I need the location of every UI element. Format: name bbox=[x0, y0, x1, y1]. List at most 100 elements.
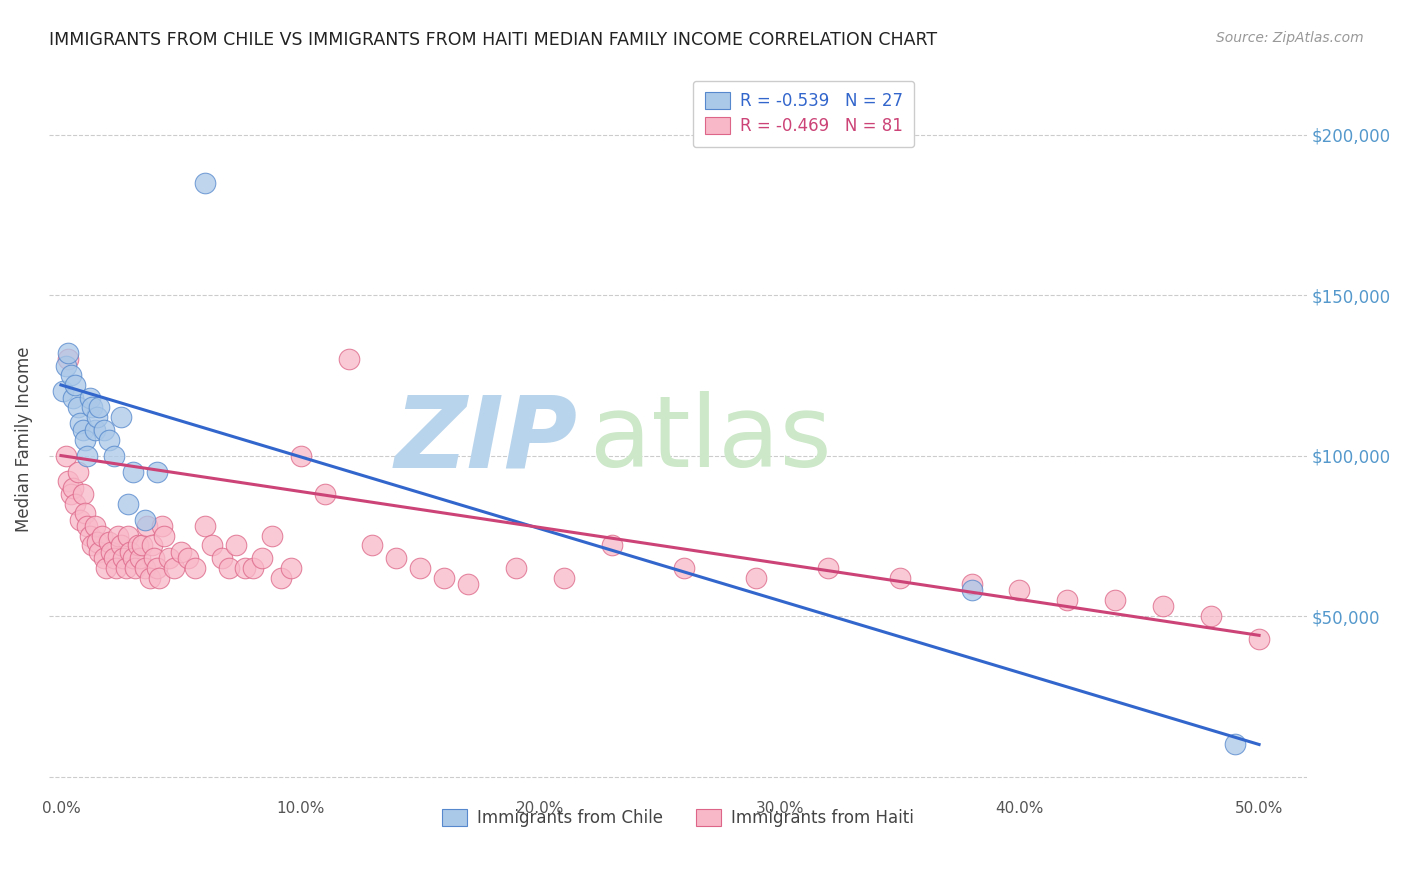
Point bbox=[65, 378, 87, 392]
Point bbox=[82, 401, 104, 415]
Point bbox=[55, 359, 77, 373]
Point bbox=[134, 513, 156, 527]
Point bbox=[153, 529, 176, 543]
Point bbox=[280, 561, 302, 575]
Point bbox=[55, 449, 77, 463]
Point bbox=[121, 551, 143, 566]
Point bbox=[83, 519, 105, 533]
Point bbox=[146, 465, 169, 479]
Point bbox=[138, 570, 160, 584]
Point bbox=[1249, 632, 1271, 646]
Y-axis label: Median Family Income: Median Family Income bbox=[15, 347, 32, 533]
Point bbox=[1056, 593, 1078, 607]
Point bbox=[361, 538, 384, 552]
Point bbox=[252, 551, 274, 566]
Point bbox=[314, 487, 336, 501]
Point bbox=[65, 497, 87, 511]
Point bbox=[120, 545, 142, 559]
Point bbox=[69, 417, 91, 431]
Point bbox=[86, 535, 108, 549]
Point bbox=[62, 481, 84, 495]
Point bbox=[385, 551, 408, 566]
Point bbox=[110, 410, 132, 425]
Point bbox=[146, 561, 169, 575]
Point bbox=[76, 449, 98, 463]
Point bbox=[52, 384, 75, 399]
Point bbox=[157, 551, 180, 566]
Point bbox=[83, 423, 105, 437]
Point bbox=[457, 577, 479, 591]
Point bbox=[69, 513, 91, 527]
Point bbox=[211, 551, 233, 566]
Point bbox=[194, 176, 217, 190]
Point bbox=[103, 449, 125, 463]
Point bbox=[433, 570, 456, 584]
Point bbox=[89, 545, 111, 559]
Point bbox=[553, 570, 575, 584]
Point bbox=[960, 577, 983, 591]
Point bbox=[409, 561, 432, 575]
Point bbox=[1223, 738, 1246, 752]
Point bbox=[56, 352, 79, 367]
Point bbox=[505, 561, 527, 575]
Point bbox=[270, 570, 292, 584]
Point bbox=[100, 545, 122, 559]
Point bbox=[817, 561, 839, 575]
Point bbox=[62, 391, 84, 405]
Point bbox=[184, 561, 207, 575]
Point bbox=[117, 529, 139, 543]
Point bbox=[1152, 599, 1174, 614]
Point bbox=[143, 551, 166, 566]
Point bbox=[162, 561, 184, 575]
Text: ZIP: ZIP bbox=[394, 391, 578, 488]
Point bbox=[72, 487, 94, 501]
Point bbox=[136, 519, 159, 533]
Point bbox=[90, 529, 112, 543]
Point bbox=[105, 561, 128, 575]
Point bbox=[93, 551, 115, 566]
Point bbox=[72, 423, 94, 437]
Point bbox=[672, 561, 695, 575]
Point bbox=[194, 519, 217, 533]
Text: Source: ZipAtlas.com: Source: ZipAtlas.com bbox=[1216, 31, 1364, 45]
Point bbox=[170, 545, 193, 559]
Point bbox=[117, 497, 139, 511]
Point bbox=[107, 529, 129, 543]
Point bbox=[242, 561, 264, 575]
Point bbox=[337, 352, 360, 367]
Point bbox=[129, 551, 152, 566]
Point bbox=[260, 529, 283, 543]
Point bbox=[114, 561, 136, 575]
Point bbox=[889, 570, 911, 584]
Point bbox=[1199, 609, 1222, 624]
Point bbox=[59, 487, 82, 501]
Point bbox=[141, 538, 163, 552]
Point bbox=[290, 449, 312, 463]
Point bbox=[86, 410, 108, 425]
Legend: Immigrants from Chile, Immigrants from Haiti: Immigrants from Chile, Immigrants from H… bbox=[436, 802, 921, 834]
Point bbox=[56, 346, 79, 360]
Point bbox=[121, 465, 143, 479]
Point bbox=[225, 538, 247, 552]
Point bbox=[96, 561, 118, 575]
Point bbox=[82, 538, 104, 552]
Point bbox=[79, 529, 101, 543]
Point bbox=[59, 368, 82, 383]
Point bbox=[66, 401, 89, 415]
Point bbox=[103, 551, 125, 566]
Point bbox=[960, 583, 983, 598]
Point bbox=[112, 551, 135, 566]
Point bbox=[235, 561, 257, 575]
Point bbox=[131, 538, 153, 552]
Text: atlas: atlas bbox=[591, 391, 831, 488]
Point bbox=[73, 507, 96, 521]
Point bbox=[177, 551, 200, 566]
Point bbox=[97, 433, 120, 447]
Point bbox=[1008, 583, 1031, 598]
Text: IMMIGRANTS FROM CHILE VS IMMIGRANTS FROM HAITI MEDIAN FAMILY INCOME CORRELATION : IMMIGRANTS FROM CHILE VS IMMIGRANTS FROM… bbox=[49, 31, 938, 49]
Point bbox=[76, 519, 98, 533]
Point bbox=[93, 423, 115, 437]
Point bbox=[89, 401, 111, 415]
Point bbox=[218, 561, 240, 575]
Point bbox=[745, 570, 768, 584]
